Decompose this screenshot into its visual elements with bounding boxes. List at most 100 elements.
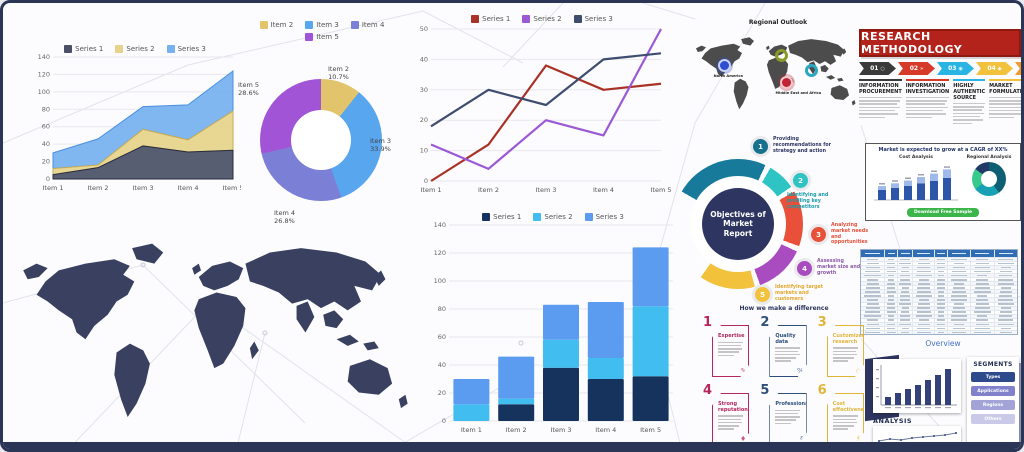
legend-swatch [166, 45, 175, 53]
table-cell [993, 286, 1017, 290]
table-cell [884, 286, 896, 290]
table-cell [861, 323, 884, 326]
region-marker-europe [774, 49, 788, 63]
table-cell [884, 318, 896, 322]
placeholder-text-line [905, 103, 945, 105]
placeholder-text-line [718, 421, 743, 424]
svg-text:0: 0 [442, 417, 446, 425]
legend-label: Series 3 [584, 15, 613, 23]
difference-card-number: 6 [817, 383, 827, 398]
research-methodology-section: RESEARCH METHODOLOGY 01○02»03◉04◆05— INF… [859, 29, 1021, 131]
bar-chart-legend: Series 1 Series 2 Series 3 [425, 213, 681, 221]
difference-card-icon: $ [856, 435, 861, 443]
placeholder-text-line [989, 109, 1021, 112]
table-cell [934, 322, 946, 326]
table-cell [912, 278, 934, 282]
svg-text:Item 3: Item 3 [536, 186, 557, 194]
placeholder-text-line [859, 109, 896, 112]
table-cell [970, 258, 993, 262]
difference-card-shape: Professionalism § [769, 393, 807, 445]
table-cell [934, 306, 946, 310]
table-cell [993, 302, 1017, 306]
table-cell [970, 282, 993, 286]
table-cell [970, 330, 993, 334]
placeholder-text-line [775, 422, 792, 425]
legend-swatch [584, 213, 593, 221]
legend-item: Series 1 [482, 213, 521, 221]
placeholder-text-line [718, 354, 734, 357]
download-sample-button[interactable]: Download Free Sample [907, 208, 979, 217]
difference-card-icon: § [800, 435, 804, 443]
placeholder-text-line [775, 412, 799, 415]
table-cell [993, 318, 1017, 322]
table-cell [993, 326, 1017, 330]
difference-card-number: 4 [703, 383, 713, 398]
svg-text:100: 100 [434, 277, 446, 285]
table-cell [993, 314, 1017, 318]
svg-text:80: 80 [438, 305, 446, 313]
svg-text:Item 1: Item 1 [421, 186, 442, 194]
legend-swatch [115, 45, 124, 53]
methodology-column-heading: INFORMATION INVESTIGATION [905, 83, 950, 95]
table-cell [970, 318, 993, 322]
segment-pill-others[interactable]: Others [971, 414, 1015, 424]
table-cell [912, 274, 934, 278]
svg-text:120: 120 [434, 249, 446, 257]
methodology-column-heading: MARKET FORMULATION [989, 83, 1022, 95]
segments-title: SEGMENTS [973, 361, 1013, 368]
difference-card-shape: Quality data% [769, 325, 807, 377]
table-cell [896, 294, 913, 298]
legend-item: Series 2 [533, 213, 573, 221]
table-cell [896, 302, 913, 306]
methodology-column-heading: HIGHLY AUTHENTIC SOURCE [953, 83, 986, 101]
difference-card-6: 6 Cost effectiveness $ [817, 383, 865, 445]
segment-pill-types[interactable]: Types [971, 372, 1015, 382]
legend-item: Series 3 [584, 213, 624, 221]
table-row [861, 273, 1017, 278]
placeholder-text-line [859, 100, 900, 102]
table-cell [993, 330, 1017, 334]
segment-pill-applications[interactable]: Applications [971, 386, 1015, 396]
table-cell [934, 314, 946, 318]
table-cell [993, 274, 1017, 278]
difference-card-shape: Customized research ◇ [826, 325, 864, 377]
methodology-step-05: 05— [1015, 62, 1021, 75]
table-cell [884, 310, 896, 314]
table-cell [934, 290, 946, 294]
table-cell [912, 294, 934, 298]
segments-card: SEGMENTS Types Applications Regions Others [967, 357, 1019, 449]
legend-label: Series 3 [177, 45, 206, 53]
svg-text:140: 140 [434, 221, 446, 229]
segment-pill-regions[interactable]: Regions [971, 400, 1015, 410]
table-cell [970, 310, 993, 314]
legend-swatch [573, 15, 582, 23]
difference-card-heading: Quality data [775, 333, 796, 345]
region-marker-middle-east-and-africa [779, 76, 793, 89]
methodology-column: HIGHLY AUTHENTIC SOURCE [953, 79, 985, 126]
table-cell [912, 318, 934, 322]
table-cell [896, 326, 913, 330]
placeholder-text-line [905, 106, 948, 109]
placeholder-text-line [832, 428, 849, 430]
methodology-step-02: 02» [898, 62, 935, 75]
bottom-navy-bar [3, 442, 1021, 449]
difference-card-shape: Expertise ✎ [712, 325, 750, 377]
table-cell [896, 330, 913, 334]
legend-swatch [350, 21, 359, 29]
regional-outlook-title: Regional Outlook [748, 19, 808, 26]
placeholder-text-line [859, 113, 899, 115]
legend-item: Series 2 [115, 45, 155, 53]
table-cell [912, 298, 934, 302]
area-chart: 0 20 40 60 80 100 120 140 Item 1 Item 2 Item 3 Item… [38, 53, 244, 192]
table-cell [884, 330, 896, 334]
svg-text:Item 5: Item 5 [651, 186, 672, 194]
difference-card-icon: ♦ [740, 435, 747, 443]
table-cell [934, 278, 946, 282]
table-cell [993, 290, 1017, 294]
table-cell [934, 270, 946, 274]
placeholder-text-line [718, 415, 743, 417]
table-cell [970, 294, 993, 298]
table-cell [946, 286, 970, 290]
difference-card-icon: ✎ [740, 367, 747, 375]
legend-item: Series 1 [471, 15, 510, 23]
